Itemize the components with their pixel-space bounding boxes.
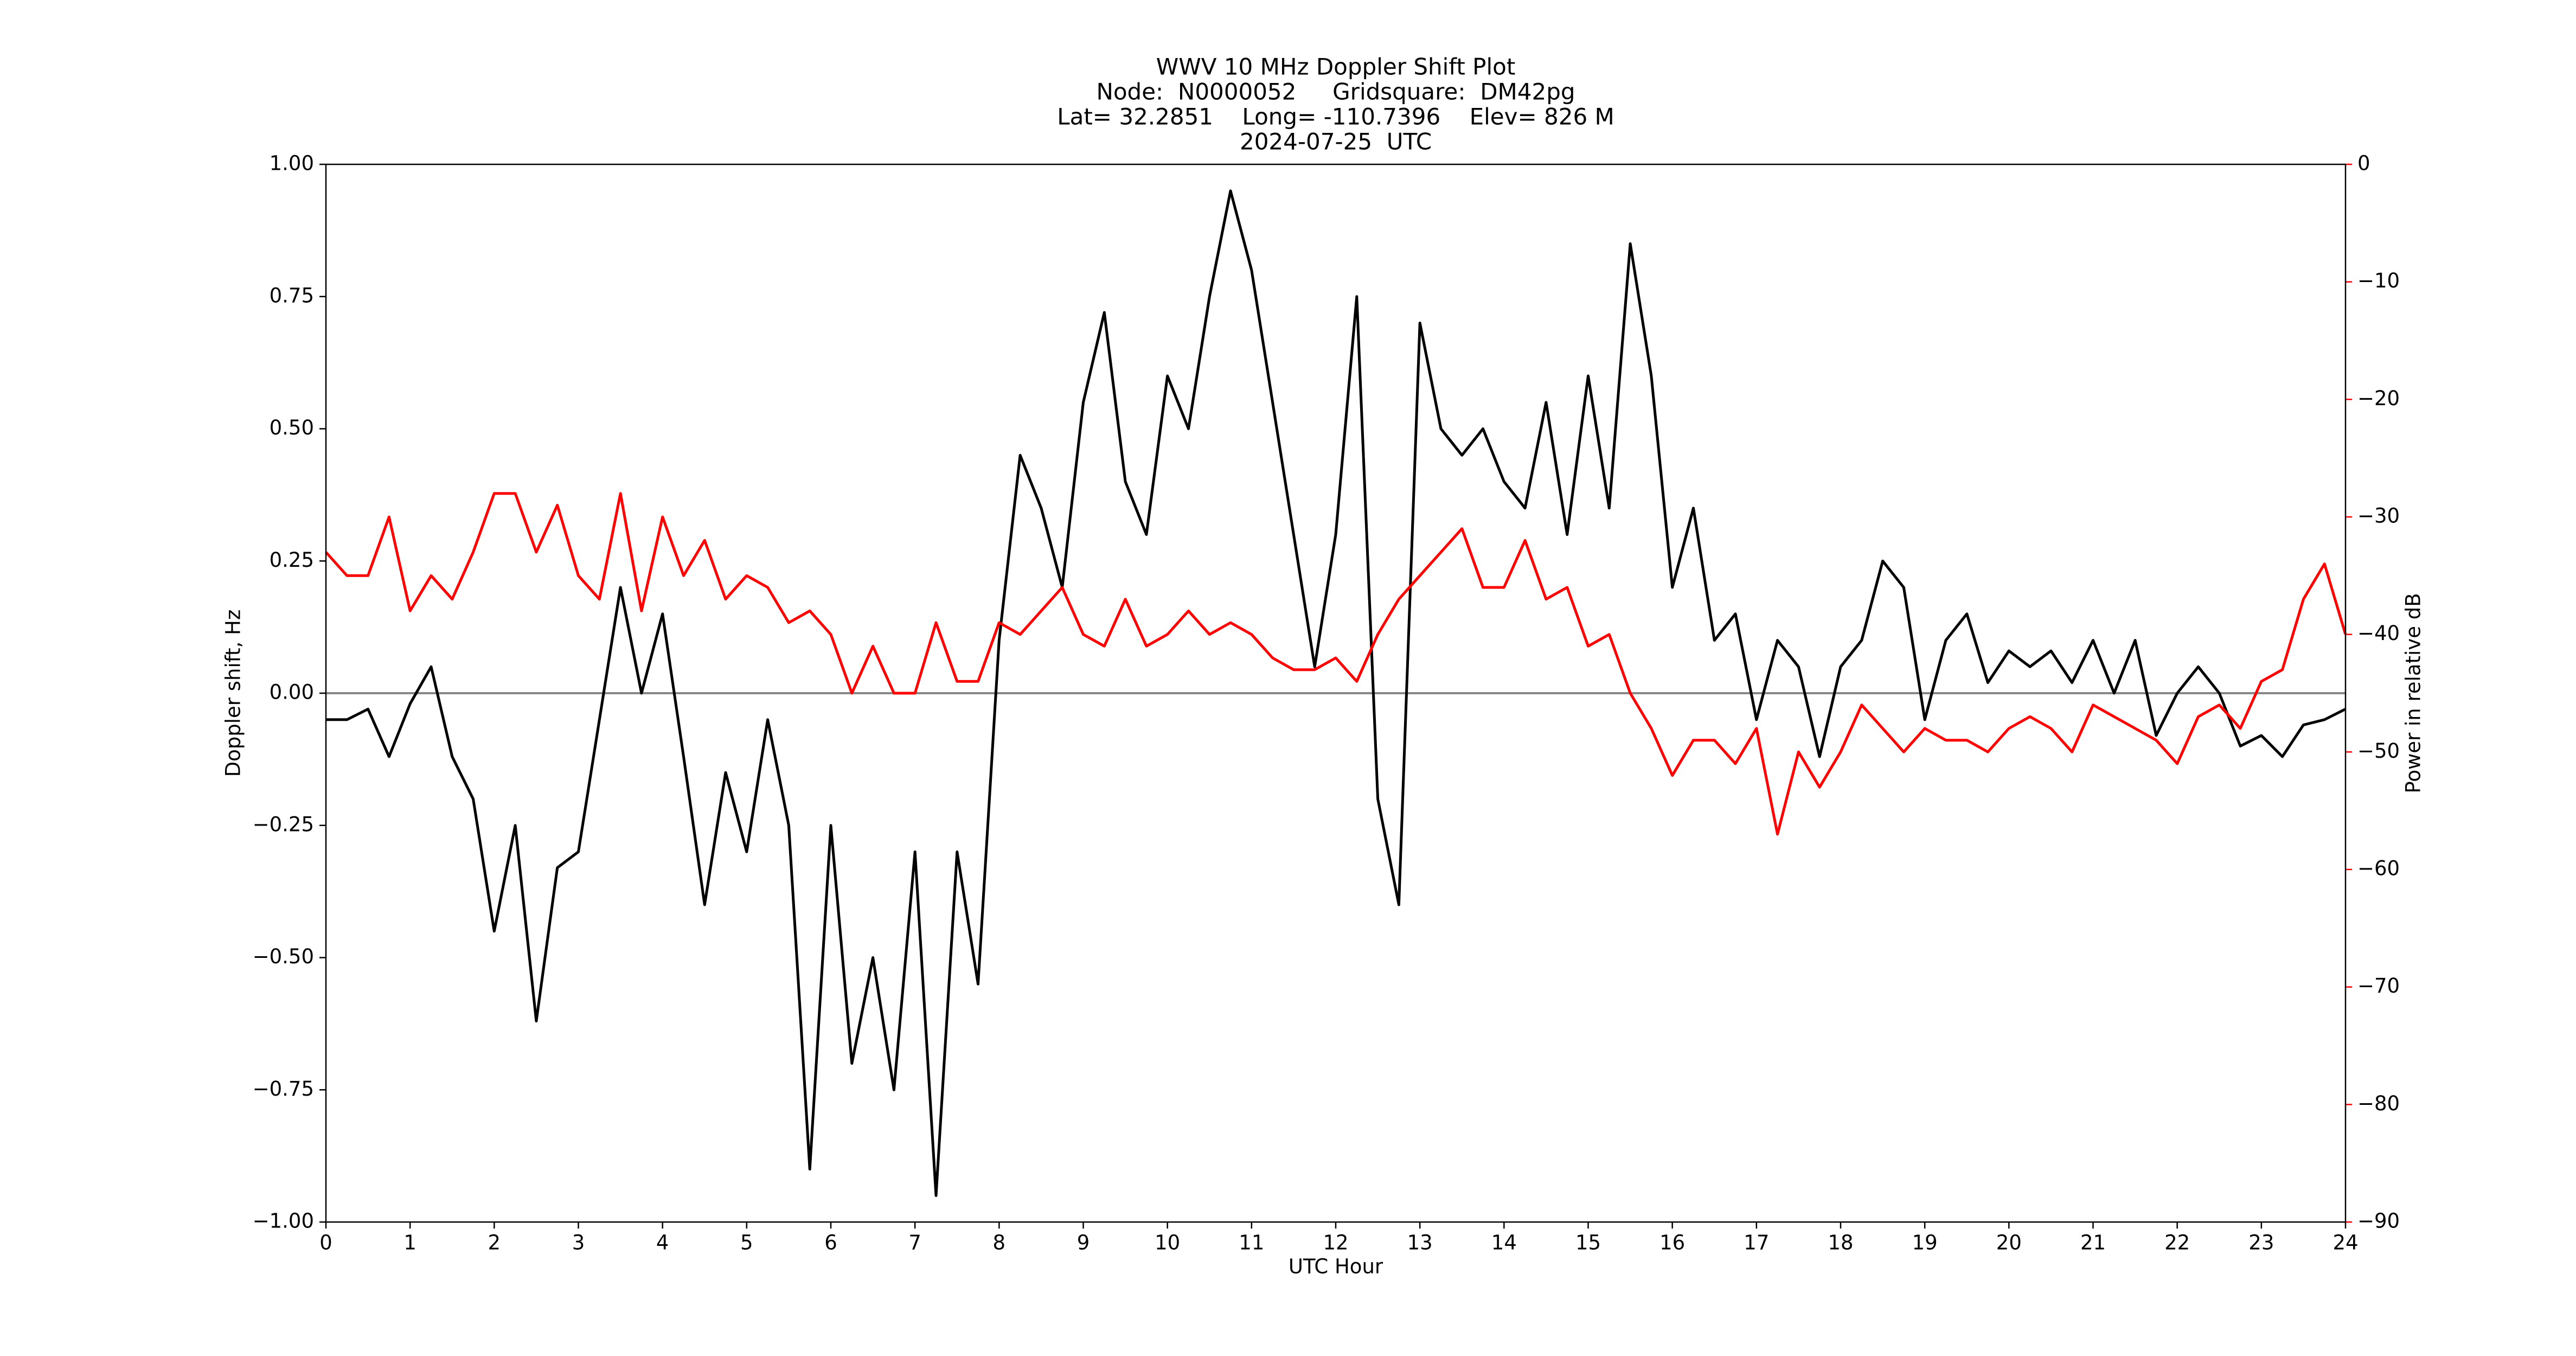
x-tick-label: 0	[319, 1231, 332, 1255]
x-tick-label: 17	[1744, 1231, 1769, 1255]
x-tick-label: 15	[1575, 1231, 1601, 1255]
data-line	[325, 492, 2347, 836]
x-tick-label: 1	[403, 1231, 416, 1255]
x-tick-label: 7	[908, 1231, 921, 1255]
x-tick-label: 21	[2080, 1231, 2106, 1255]
chart-title: WWV 10 MHz Doppler Shift Plot	[1156, 54, 1516, 80]
x-tick-label: 8	[993, 1231, 1006, 1255]
x-tick-label: 13	[1407, 1231, 1433, 1255]
x-tick-label: 2	[488, 1231, 501, 1255]
y2-tick-label: −20	[2357, 387, 2400, 410]
y-tick-label: 0.00	[270, 681, 314, 704]
y2-tick-label: −70	[2357, 974, 2400, 997]
x-axis-label: UTC Hour	[1289, 1255, 1383, 1278]
x-tick-label: 9	[1077, 1231, 1090, 1255]
y2-tick-label: −40	[2357, 622, 2400, 645]
y-tick-label: 0.25	[270, 548, 314, 572]
x-tick-label: 18	[1828, 1231, 1853, 1255]
x-tick-label: 10	[1155, 1231, 1180, 1255]
y-tick-label: −0.75	[253, 1077, 314, 1101]
y2-tick-label: −90	[2357, 1210, 2400, 1233]
chart-title: 2024-07-25 UTC	[1240, 129, 1432, 155]
y-axis-label: Doppler shift, Hz	[222, 610, 245, 777]
x-tick-label: 5	[740, 1231, 753, 1255]
y2-tick-label: −50	[2357, 739, 2400, 763]
chart-title: Node: N0000052 Gridsquare: DM42pg	[1096, 79, 1575, 105]
x-tick-label: 6	[824, 1231, 837, 1255]
y-tick-label: 0.75	[270, 284, 314, 307]
y-tick-label: 0.50	[270, 416, 314, 439]
x-tick-label: 24	[2333, 1231, 2358, 1255]
y-tick-label: 1.00	[270, 152, 314, 175]
x-tick-label: 20	[1996, 1231, 2022, 1255]
x-tick-label: 19	[1912, 1231, 1938, 1255]
x-tick-label: 4	[656, 1231, 669, 1255]
y2-tick-label: −10	[2357, 269, 2400, 292]
x-tick-label: 14	[1491, 1231, 1517, 1255]
y2-axis-label: Power in relative dB	[2402, 593, 2425, 793]
chart-title: Lat= 32.2851 Long= -110.7396 Elev= 826 M	[1057, 104, 1614, 130]
x-tick-label: 11	[1239, 1231, 1264, 1255]
data-line	[326, 189, 2347, 1197]
y2-tick-label: −30	[2357, 504, 2400, 528]
x-tick-label: 12	[1323, 1231, 1348, 1255]
y2-tick-label: 0	[2357, 152, 2370, 175]
x-tick-label: 23	[2248, 1231, 2274, 1255]
y2-tick-label: −80	[2357, 1092, 2400, 1115]
y-tick-label: −0.50	[253, 945, 314, 968]
x-tick-label: 3	[572, 1231, 585, 1255]
x-tick-label: 22	[2164, 1231, 2190, 1255]
y-tick-label: −0.25	[253, 813, 314, 836]
y-tick-label: −1.00	[253, 1210, 314, 1233]
plot-frame	[325, 163, 2347, 1223]
x-tick-label: 16	[1659, 1231, 1685, 1255]
y2-tick-label: −60	[2357, 857, 2400, 880]
